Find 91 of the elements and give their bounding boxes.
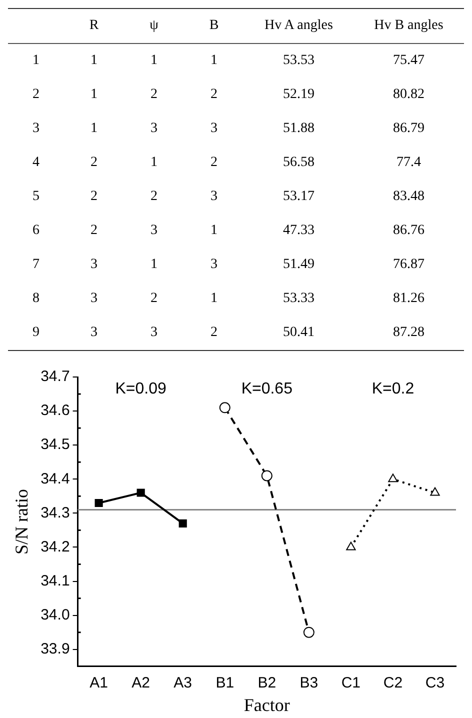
x-tick-label: A1: [90, 674, 108, 692]
data-label: 86.79: [392, 120, 426, 138]
x-tick-label: B: [208, 17, 220, 35]
x-tick-label: C2: [383, 674, 403, 692]
x-tick-label: B3: [300, 674, 318, 692]
data-label: 2: [150, 188, 158, 206]
point: [136, 488, 145, 497]
data-label: 2: [90, 188, 98, 206]
x-tick-label: A3: [174, 674, 192, 692]
data-label: 53.33: [282, 290, 316, 308]
annotation: K=0.65: [241, 380, 293, 398]
y-tick-label: 34.6: [40, 402, 70, 420]
y-tick-label: 1: [32, 52, 40, 70]
data-label: 1: [210, 222, 218, 240]
point: [346, 542, 356, 550]
data-label: 1: [90, 52, 98, 70]
data-label: 2: [90, 222, 98, 240]
y-tick-label: 34.3: [40, 504, 70, 522]
y-tick-label: 9: [32, 324, 40, 342]
data-label: 80.82: [392, 86, 426, 104]
data-label: 2: [210, 324, 218, 342]
data-label: 51.88: [282, 120, 316, 138]
y-tick-label: 33.9: [40, 640, 70, 658]
annotation: K=0.09: [115, 380, 167, 398]
y-tick-label: 5: [32, 188, 40, 206]
data-label: 2: [90, 154, 98, 172]
point: [178, 519, 187, 528]
x-tick-label: B1: [216, 674, 234, 692]
data-label: 3: [150, 222, 158, 240]
point: [430, 487, 440, 496]
data-label: 1: [210, 52, 218, 70]
data-label: 76.87: [392, 256, 426, 274]
y-tick-label: 3: [32, 120, 40, 138]
data-label: 2: [210, 86, 218, 104]
data-label: 51.49: [282, 256, 316, 274]
data-label: 53.17: [282, 188, 316, 206]
data-label: 1: [150, 52, 158, 70]
x-tick-label: C3: [425, 674, 445, 692]
y-tick-label: 34.1: [40, 572, 70, 590]
data-label: 3: [90, 290, 98, 308]
point: [94, 498, 103, 508]
y-axis-title: S/N ratio: [12, 488, 32, 554]
data-label: 3: [150, 324, 158, 342]
y-tick-label: 7: [32, 256, 40, 274]
data-label: 50.41: [282, 324, 316, 342]
x-tick-label: ψ: [148, 17, 160, 35]
x-axis-title: Factor: [244, 694, 290, 715]
data-label: 3: [150, 120, 158, 138]
data-label: 1: [150, 256, 158, 274]
data-label: 83.48: [392, 188, 426, 206]
data-label: 3: [210, 120, 218, 138]
data-label: 1: [90, 120, 98, 138]
y-tick-label: 2: [32, 86, 40, 104]
x-tick-label: Hv A angles: [263, 17, 334, 35]
data-label: 86.76: [392, 222, 426, 240]
y-tick-label: 34.7: [40, 368, 70, 386]
y-tick-label: 34.4: [40, 470, 70, 488]
data-label: 2: [150, 86, 158, 104]
data-label: 75.47: [392, 52, 426, 70]
y-tick-label: 6: [32, 222, 40, 240]
y-tick-label: 34.0: [40, 606, 70, 624]
point: [388, 474, 398, 482]
point: [219, 402, 230, 414]
x-tick-label: B2: [258, 674, 276, 692]
annotation: K=0.2: [372, 380, 414, 398]
y-tick-label: 8: [32, 290, 40, 308]
x-tick-label: R: [88, 17, 100, 35]
data-label: 3: [210, 256, 218, 274]
data-label: 3: [90, 324, 98, 342]
data-label: 52.19: [282, 86, 316, 104]
data-label: 2: [210, 154, 218, 172]
data-label: 1: [150, 154, 158, 172]
data-label: 47.33: [282, 222, 316, 240]
data-label: 81.26: [392, 290, 426, 308]
x-tick-label: Hv B angles: [373, 17, 444, 35]
point: [261, 470, 272, 482]
data-label: 3: [90, 256, 98, 274]
x-tick-label: A2: [132, 674, 150, 692]
point: [303, 626, 314, 638]
data-label: 3: [210, 188, 218, 206]
data-label: 2: [150, 290, 158, 308]
data-label: 53.53: [282, 52, 316, 70]
y-tick-label: 34.5: [40, 436, 70, 454]
data-label: 77.4: [395, 154, 422, 172]
y-tick-label: 34.2: [40, 538, 70, 556]
x-tick-label: C1: [341, 674, 361, 692]
y-tick-label: 4: [32, 154, 40, 172]
data-label: 56.58: [282, 154, 316, 172]
data-label: 1: [210, 290, 218, 308]
data-label: 1: [90, 86, 98, 104]
data-label: 87.28: [392, 324, 426, 342]
